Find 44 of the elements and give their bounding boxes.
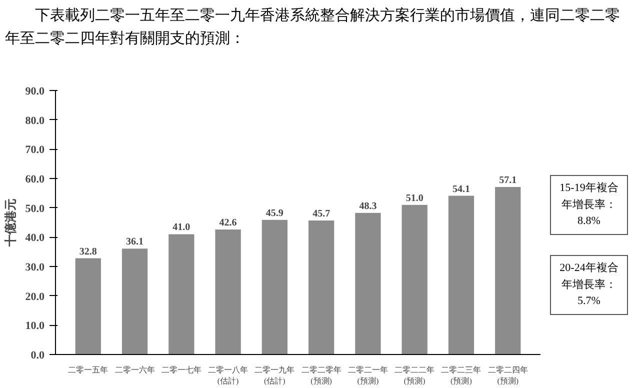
x-tick-label: 二零二三年 (預測) [441,366,482,386]
bar [448,196,474,354]
chart-title: 下表載列二零一五年至二零一九年香港系統整合解決方案行業的市場價值，連同二零二零年至二零二四年對有關開支的預測： [5,6,621,48]
y-tick-label: 50.0 [25,202,45,215]
x-tick-label: 二零一九年 (估計) [254,366,295,386]
y-axis-title: 十億港元 [3,198,18,248]
data-label: 36.1 [126,236,144,248]
data-label: 51.0 [406,192,424,204]
data-label: 41.0 [172,222,190,234]
data-label: 45.7 [312,208,330,220]
y-tick-label: 90.0 [25,86,45,98]
bar [355,212,381,354]
x-tick-label: 二零二零年 (預測) [301,366,342,386]
data-label: 45.9 [266,208,284,219]
bar [402,204,428,354]
bar [308,220,334,354]
bar [122,248,148,354]
data-label: 57.1 [499,175,517,186]
y-tick-label: 30.0 [25,262,45,274]
bar [215,230,241,354]
data-label: 48.3 [359,200,377,212]
data-label: 54.1 [452,184,470,195]
data-label: 42.6 [219,218,237,229]
y-tick-label: 20.0 [25,290,45,303]
bar [262,220,288,354]
x-tick-label: 二零二二年 (預測) [394,366,435,386]
y-tick-label: 40.0 [25,232,45,244]
x-tick-label: 二零一六年 [114,366,155,374]
bar [495,187,521,354]
x-tick-label: 二零一七年 [161,366,202,374]
y-tick-label: 0.0 [30,350,45,362]
text: 15-19年複合年增長率：8.8% [550,175,628,234]
y-tick-label: 10.0 [25,320,45,332]
x-tick-label: 二零一五年 [68,366,108,374]
bar [168,234,194,354]
y-tick-label: 70.0 [25,144,45,156]
text: 20-24年複合年增長率：5.7% [550,255,628,314]
bar [75,258,101,354]
x-tick-label: 二零二四年 (預測) [488,366,528,386]
x-tick-label: 二零二一年 (預測) [348,366,388,386]
data-label: 32.8 [79,246,97,258]
x-tick-label: 二零一八年 (估計) [208,366,248,386]
y-tick-label: 60.0 [25,174,45,186]
y-tick-label: 80.0 [25,114,45,127]
